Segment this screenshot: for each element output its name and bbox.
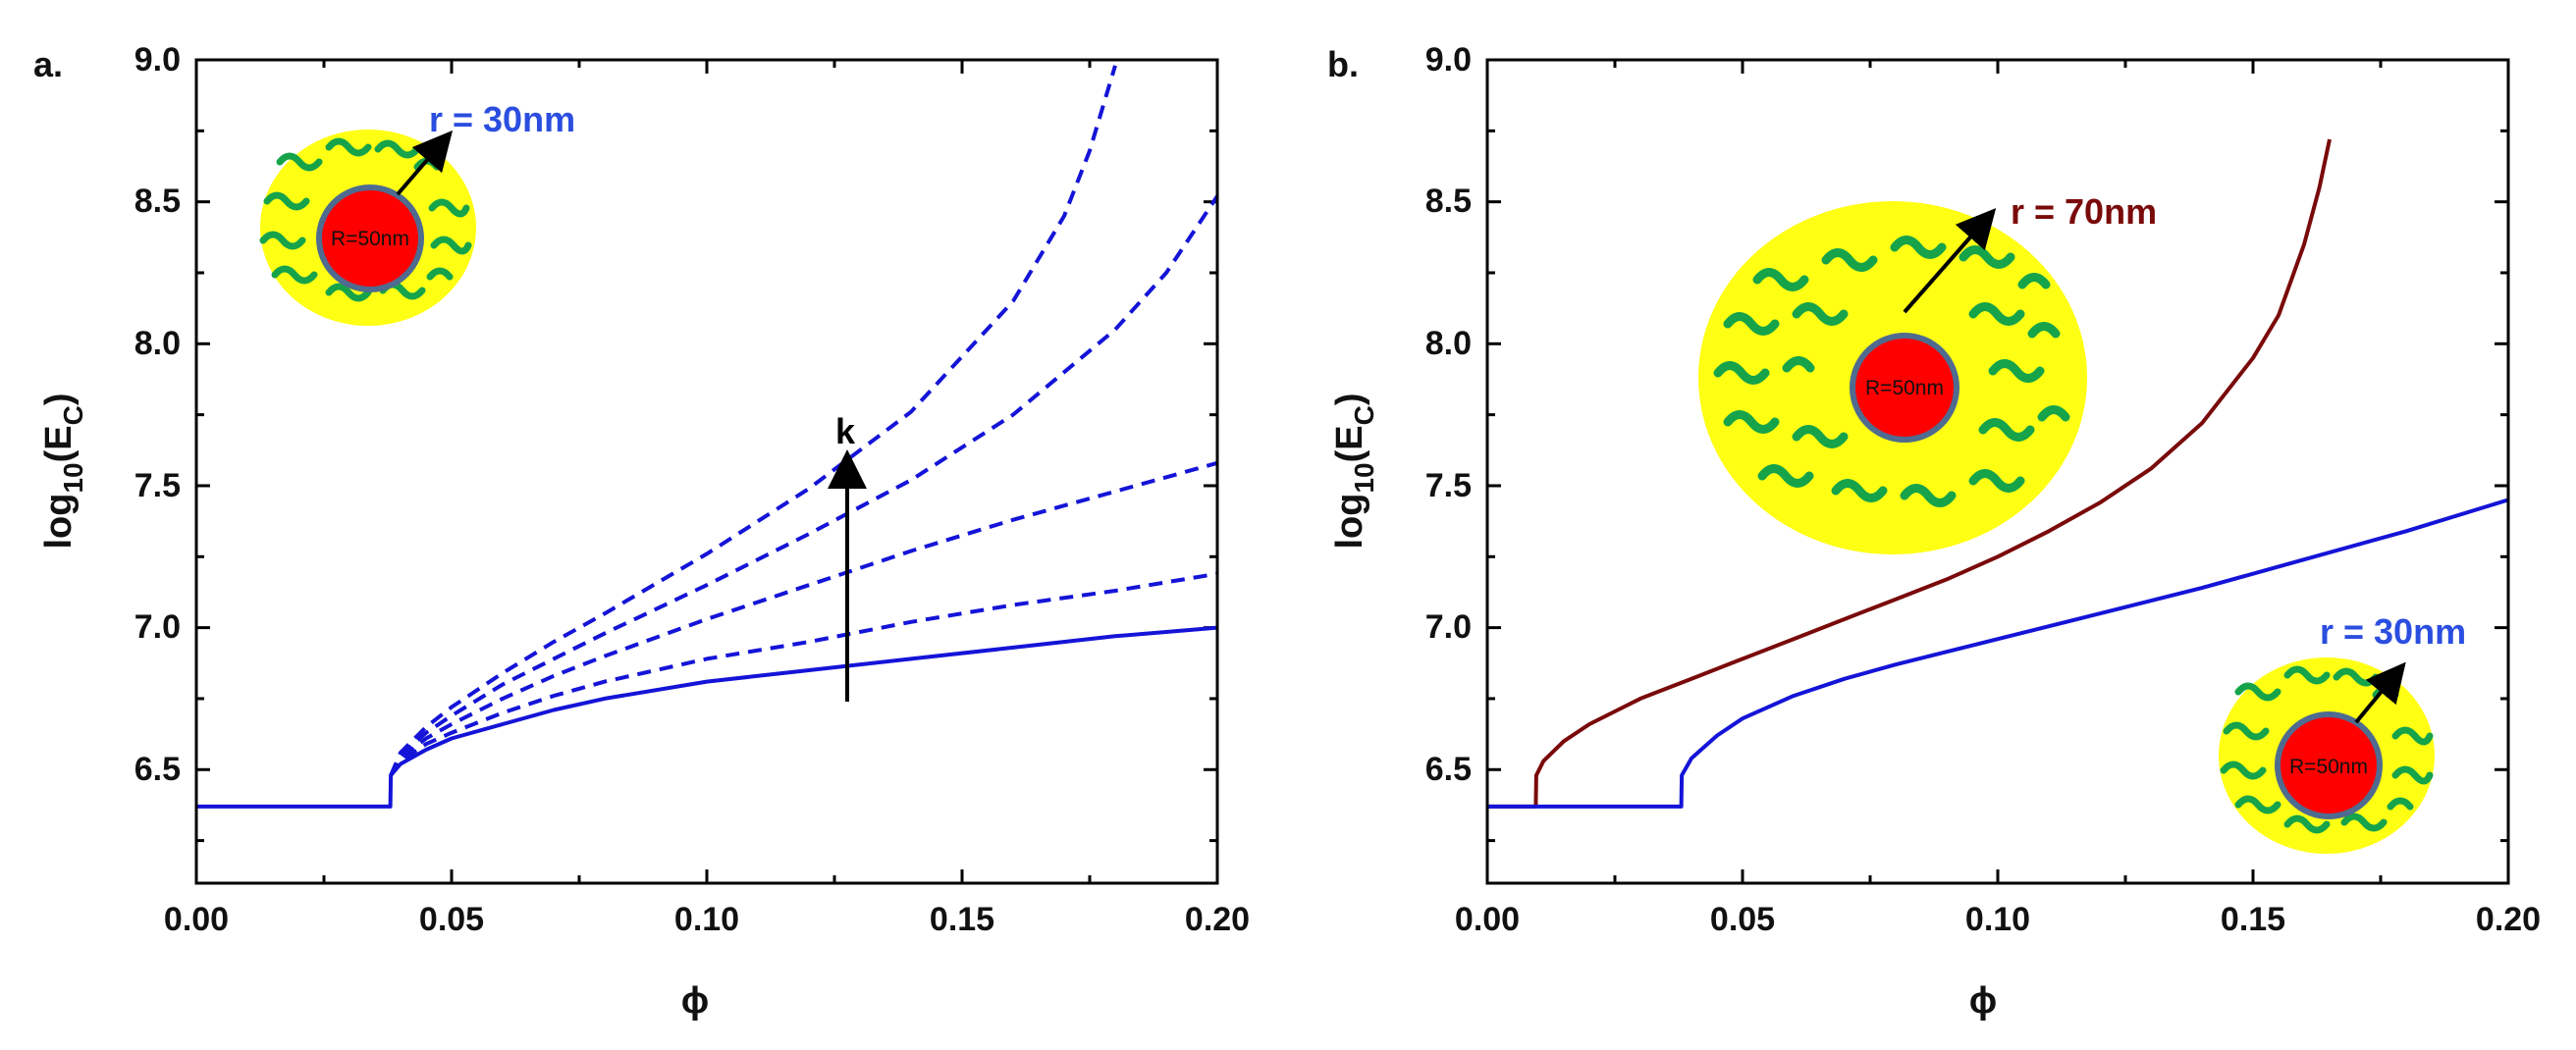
core-label-large: R=50nm xyxy=(1865,377,1944,399)
a-ytick-label: 6.5 xyxy=(134,751,181,788)
a-xtick-label: 0.05 xyxy=(419,901,484,938)
k-arrow-label: k xyxy=(835,411,856,451)
panel-b: b. 0.00 0.05 0.10 0.15 0.20 6.5 7.0 7.5 … xyxy=(1327,41,2541,1022)
a-series-dashed-3 xyxy=(389,194,1219,776)
panel-a-frame xyxy=(194,58,1219,885)
b-series-r=30nm xyxy=(1487,498,2509,809)
particle-inset-a: R=50nm xyxy=(259,130,476,326)
a-series-dashed-2 xyxy=(389,460,1218,777)
a-xtick-label: 0.00 xyxy=(164,901,229,938)
shell-label-a: r = 30nm xyxy=(429,99,575,139)
a-ytick-label: 9.0 xyxy=(134,41,181,79)
polymer-chains-large xyxy=(1713,236,2070,507)
b-ytick-label: 7.5 xyxy=(1425,467,1472,504)
a-ytick-label: 8.0 xyxy=(134,325,181,362)
b-ytick-label: 8.5 xyxy=(1425,183,1472,220)
a-xtick-label: 0.20 xyxy=(1185,901,1250,938)
b-ytick-label: 7.0 xyxy=(1425,608,1472,646)
core-label-small: R=50nm xyxy=(2289,756,2368,778)
shell-radius-arrow-large xyxy=(1903,207,1997,314)
a-series-dashed-4 xyxy=(389,65,1117,776)
a-ytick-label: 7.5 xyxy=(134,467,181,504)
panel-a-series xyxy=(196,65,1219,809)
b-xtick-label: 0.15 xyxy=(2221,901,2285,938)
panel-a: a. 0.00 0.05 0.10 0.15 0.20 6.5 7.0 7.5 … xyxy=(33,41,1250,1022)
panel-b-label: b. xyxy=(1327,44,1359,84)
b-ytick-label: 6.5 xyxy=(1425,751,1472,788)
panel-b-frame xyxy=(1485,58,2510,885)
a-series-solid xyxy=(196,625,1218,809)
b-ytick-label: 8.0 xyxy=(1425,325,1472,362)
panel-a-label: a. xyxy=(33,44,63,84)
b-x-axis-label: ϕ xyxy=(1969,980,1997,1022)
a-ytick-label: 7.0 xyxy=(134,608,181,646)
b-xtick-label: 0.20 xyxy=(2476,901,2541,938)
b-ytick-label: 9.0 xyxy=(1425,41,1472,79)
a-xtick-label: 0.15 xyxy=(930,901,994,938)
shell-label-small: r = 30nm xyxy=(2320,611,2466,652)
a-series-dashed-1 xyxy=(389,571,1218,777)
a-x-axis-label: ϕ xyxy=(681,980,709,1022)
b-xtick-label: 0.00 xyxy=(1455,901,1520,938)
a-xtick-label: 0.10 xyxy=(674,901,739,938)
particle-inset-large: R=50nm xyxy=(1698,201,2087,554)
core-label: R=50nm xyxy=(331,228,409,250)
nanoparticle-core-small xyxy=(2275,711,2383,819)
b-xtick-label: 0.10 xyxy=(1965,901,2030,938)
nanoparticle-core-large xyxy=(1850,333,1959,443)
shell-label-large: r = 70nm xyxy=(2011,191,2157,232)
b-xtick-label: 0.05 xyxy=(1710,901,1775,938)
panel-b-series xyxy=(1487,138,2509,809)
particle-inset-small: R=50nm xyxy=(2219,657,2435,854)
nanoparticle-core xyxy=(316,184,424,292)
b-y-axis-label: log10(EC) xyxy=(1329,393,1379,549)
shell-radius-arrow-small xyxy=(2354,661,2406,724)
shell-radius-arrow xyxy=(396,130,454,196)
a-y-axis-label: log10(EC) xyxy=(38,393,88,549)
a-ytick-label: 8.5 xyxy=(134,183,181,220)
b-series-r=70nm xyxy=(1487,138,2332,809)
